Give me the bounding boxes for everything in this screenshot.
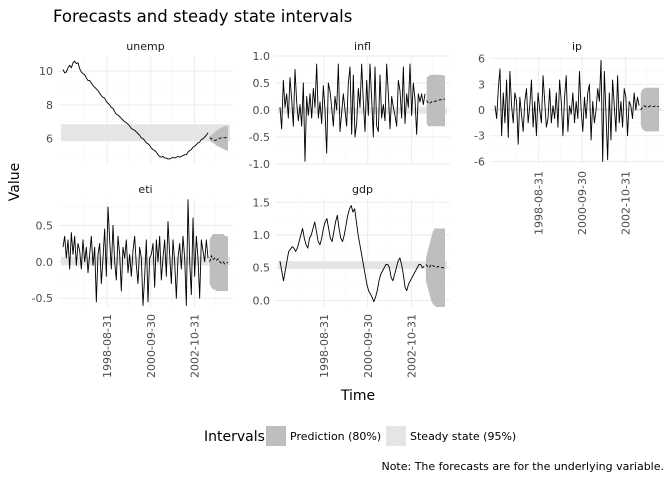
y-tick-label: -1.0	[249, 158, 270, 171]
legend-title: Intervals	[204, 429, 265, 445]
legend-swatch-prediction	[266, 426, 286, 446]
y-tick-label: 6	[478, 53, 485, 66]
y-tick-label: 1.5	[253, 196, 271, 209]
legend-label-prediction: Prediction (80%)	[290, 430, 381, 443]
steady-state-band	[278, 261, 447, 270]
y-tick-label: 0.5	[253, 77, 271, 90]
chart-title: Forecasts and steady state intervals	[53, 7, 352, 26]
panel-unemp: unemp 6 8 10	[39, 40, 233, 164]
y-tick-label: 6	[46, 133, 53, 146]
panel-infl: infl -1.0 -0.5 0.0 0.5 1.0	[249, 40, 450, 171]
forecast-line	[426, 98, 445, 105]
forecast-line	[640, 105, 659, 111]
y-tick-label: -0.5	[32, 292, 53, 305]
series-line	[62, 199, 209, 306]
y-axis-label: Value	[7, 163, 23, 201]
x-tick-label: 1998-08-31	[101, 314, 114, 378]
facet-label: eti	[138, 183, 152, 196]
y-tick-label: 1.0	[253, 229, 271, 242]
y-tick-label: 3	[478, 78, 485, 91]
y-tick-label: 0.5	[253, 262, 271, 275]
y-tick-label: 0	[478, 104, 485, 117]
x-tick-label: 2002-10-31	[406, 314, 419, 378]
prediction-band	[640, 87, 659, 132]
footnote: Note: The forecasts are for the underlyi…	[381, 460, 664, 473]
facet-label: unemp	[126, 40, 164, 53]
y-tick-label: 0.0	[253, 104, 271, 117]
facet-label: ip	[572, 40, 582, 53]
facet-label: infl	[354, 40, 371, 53]
legend-label-steady-state: Steady state (95%)	[410, 430, 516, 443]
x-tick-label: 2000-09-30	[576, 171, 589, 235]
y-tick-label: -6	[474, 155, 485, 168]
facet-panels: unemp 6 8 10 infl -1.0 -0.5 0.0 0.5 1.0 ip -6 -3 0 3 6 1…	[32, 40, 664, 378]
steady-state-band	[278, 107, 447, 114]
x-tick-label: 2000-09-30	[145, 314, 158, 378]
y-tick-label: 0.5	[36, 219, 54, 232]
y-tick-label: -3	[474, 130, 485, 143]
x-tick-label: 2002-10-31	[189, 314, 202, 378]
series-line	[279, 63, 426, 162]
panel-gdp: gdp 0.0 0.5 1.0 1.5 1998-08-31 2000-09-30 2002-…	[253, 183, 450, 378]
x-tick-label: 1998-08-31	[533, 171, 546, 235]
legend-swatch-steady-state	[386, 426, 406, 446]
prediction-band	[426, 74, 445, 127]
panel-eti: eti -0.5 0.0 0.5 1998-08-31 2000-09-30 2002-10…	[32, 183, 233, 378]
series-line	[62, 60, 209, 160]
legend: Intervals Prediction (80%) Steady state …	[204, 426, 516, 446]
y-tick-label: -0.5	[249, 131, 270, 144]
prediction-band	[425, 228, 445, 307]
y-tick-label: 0.0	[36, 256, 54, 269]
forecast-line	[425, 263, 446, 269]
y-tick-label: 0.0	[253, 294, 271, 307]
steady-state-band	[61, 124, 230, 142]
x-tick-label: 2002-10-31	[620, 171, 633, 235]
x-axis-label: Time	[340, 388, 375, 404]
panel-ip: ip -6 -3 0 3 6 1998-08-31 2000-09-30 2002-10-31	[474, 40, 664, 235]
x-tick-label: 2000-09-30	[362, 314, 375, 378]
series-line	[279, 205, 425, 303]
y-tick-label: 1.0	[253, 50, 271, 63]
facet-label: gdp	[352, 183, 373, 196]
prediction-band	[209, 234, 228, 291]
series-line	[494, 59, 640, 162]
x-tick-label: 1998-08-31	[318, 314, 331, 378]
y-tick-label: 8	[46, 99, 53, 112]
forecast-line	[209, 136, 229, 141]
y-tick-label: 10	[39, 65, 53, 78]
